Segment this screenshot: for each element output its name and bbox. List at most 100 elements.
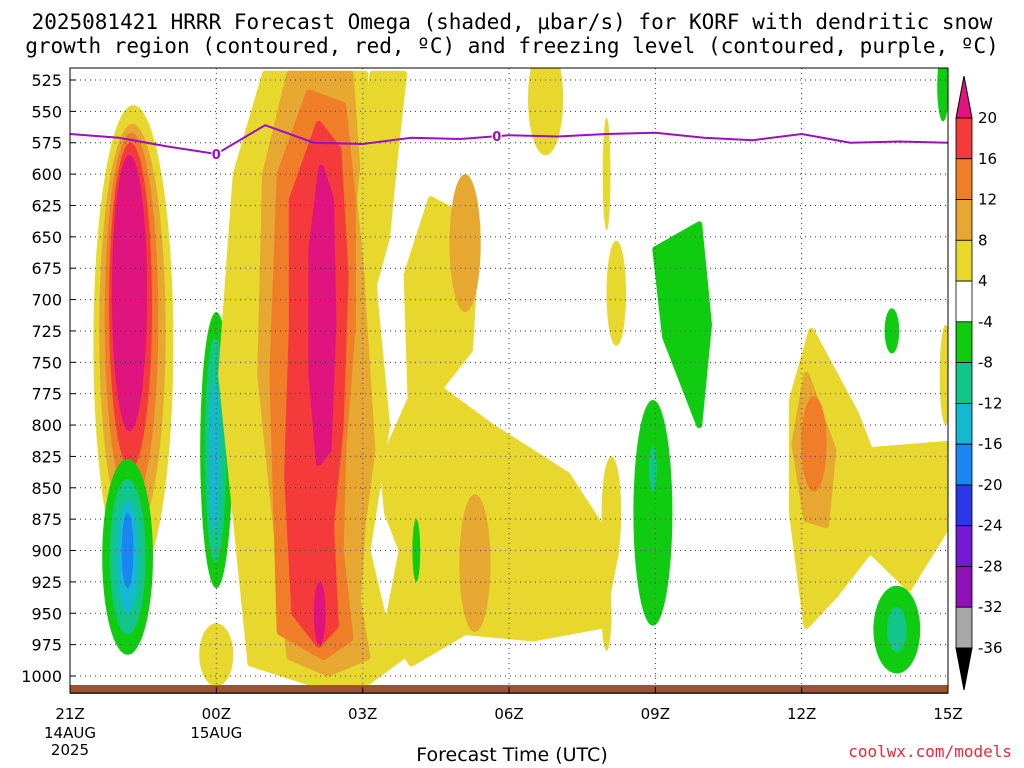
y-tick-label: 875 [31,510,62,529]
colorbar-label: -4 [978,313,993,331]
x-tick-label: 06Z [494,705,523,723]
omega-region-y4 [601,456,622,570]
omega-shading-layer [93,68,948,687]
omega-region-g4 [937,68,948,122]
freezing-label-bg [491,129,502,143]
colorbar-label: 4 [978,272,988,290]
omega-region-g4 [884,308,900,354]
y-tick-label: 575 [31,134,62,153]
colorbar-label: -36 [978,639,1003,657]
omega-region-y4 [788,327,948,629]
x-tick-label: 15Z [933,705,962,723]
colorbar-swatch [955,484,973,527]
y-tick-label: 775 [31,385,62,404]
omega-region-b16 [121,512,134,589]
omega-region-y8 [459,494,491,633]
colorbar-swatch [955,117,973,160]
freezing-level-layer: 00 [69,124,949,163]
omega-region-y8 [449,174,481,313]
colorbar-label: -12 [978,394,1003,412]
y-tick-label: 900 [31,542,62,561]
omega-region-g8 [887,607,907,653]
y-tick-label: 550 [31,102,62,121]
colorbar-label: -20 [978,476,1003,494]
colorbar-swatch [955,280,973,323]
omega-region-g4 [412,519,421,582]
colorbar: 20 16 12 8 4 -4 -8 -12 -16 -20 -24 -28 -32 -36 [955,75,1003,691]
chart-title-line-2: growth region (contoured, red, ºC) and f… [25,34,999,58]
omega-region-y4 [199,623,234,687]
y-tick-label: 600 [31,165,62,184]
freezing-label-bg [211,147,222,161]
chart-title-line-1: 2025081421 HRRR Forecast Omega (shaded, … [31,10,993,34]
x-tick-label: 21Z [55,705,84,723]
y-tick-label: 525 [31,71,62,90]
colorbar-swatch [955,566,973,608]
omega-region-o12 [801,396,827,492]
omega-region-y4 [606,240,627,346]
omega-region-m20 [308,164,337,466]
colorbar-top-arrow [955,75,973,119]
omega-region-m20 [313,581,326,645]
omega-region-y4 [528,68,564,156]
y-tick-label: 975 [31,636,62,655]
omega-region-y4 [602,117,611,231]
omega-region-g8 [649,446,657,492]
grid-layer [70,68,948,693]
colorbar-label: 8 [978,231,988,249]
colorbar-swatch [955,443,973,486]
omega-region-y4 [601,575,612,651]
y-tick-label: 825 [31,447,62,466]
y-tick-label: 625 [31,196,62,215]
freezing-level-line [69,124,949,156]
y-tick-label: 650 [31,228,62,247]
x-tick-sublabel: 14AUG [44,724,96,742]
x-tick-label: 12Z [787,705,816,723]
y-tick-label: 750 [31,353,62,372]
colorbar-label: 16 [978,150,997,168]
colorbar-bottom-arrow [955,647,973,691]
freezing-level-label: 0 [212,148,221,163]
colorbar-swatch [955,239,973,282]
omega-region-y4 [357,70,408,303]
y-tick-label: 800 [31,416,62,435]
colorbar-label: -24 [978,517,1003,535]
colorbar-swatch [955,158,973,200]
credit-link[interactable]: coolwx.com/models [848,742,1012,761]
x-tick-label: 00Z [202,705,231,723]
omega-region-y4 [939,324,948,426]
colorbar-label: -16 [978,435,1003,453]
freezing-level-label: 0 [492,130,501,145]
colorbar-label: 12 [978,191,997,209]
colorbar-swatch [955,199,973,241]
y-tick-label: 850 [31,479,62,498]
y-tick-label: 950 [31,604,62,623]
y-tick-label: 675 [31,259,62,278]
colorbar-swatch [955,321,973,364]
colorbar-swatch [955,362,973,404]
omega-region-g4 [652,221,712,429]
x-axis-title: Forecast Time (UTC) [416,744,608,766]
y-tick-label: 1000 [21,667,62,686]
omega-region-y4 [379,371,620,667]
colorbar-label: -32 [978,598,1003,616]
omega-region-m20 [111,155,148,432]
omega-region-c12 [209,381,220,532]
colorbar-swatch [955,525,973,567]
pressure-axis: 525 550 575 600 625 650 675 700 725 750 775 800 825 8… [21,71,76,686]
colorbar-label: 20 [978,109,997,127]
x-tick-label: 09Z [641,705,670,723]
colorbar-label: -8 [978,354,993,372]
y-tick-label: 925 [31,573,62,592]
y-tick-label: 725 [31,322,62,341]
colorbar-label: -28 [978,557,1003,575]
y-tick-label: 700 [31,291,62,310]
colorbar-swatch [955,606,973,649]
omega-region-g4 [633,400,673,626]
colorbar-swatch [955,402,973,445]
x-tick-label: 03Z [348,705,377,723]
x-tick-sublabel: 2025 [51,741,89,759]
x-tick-sublabel: 15AUG [190,724,242,742]
